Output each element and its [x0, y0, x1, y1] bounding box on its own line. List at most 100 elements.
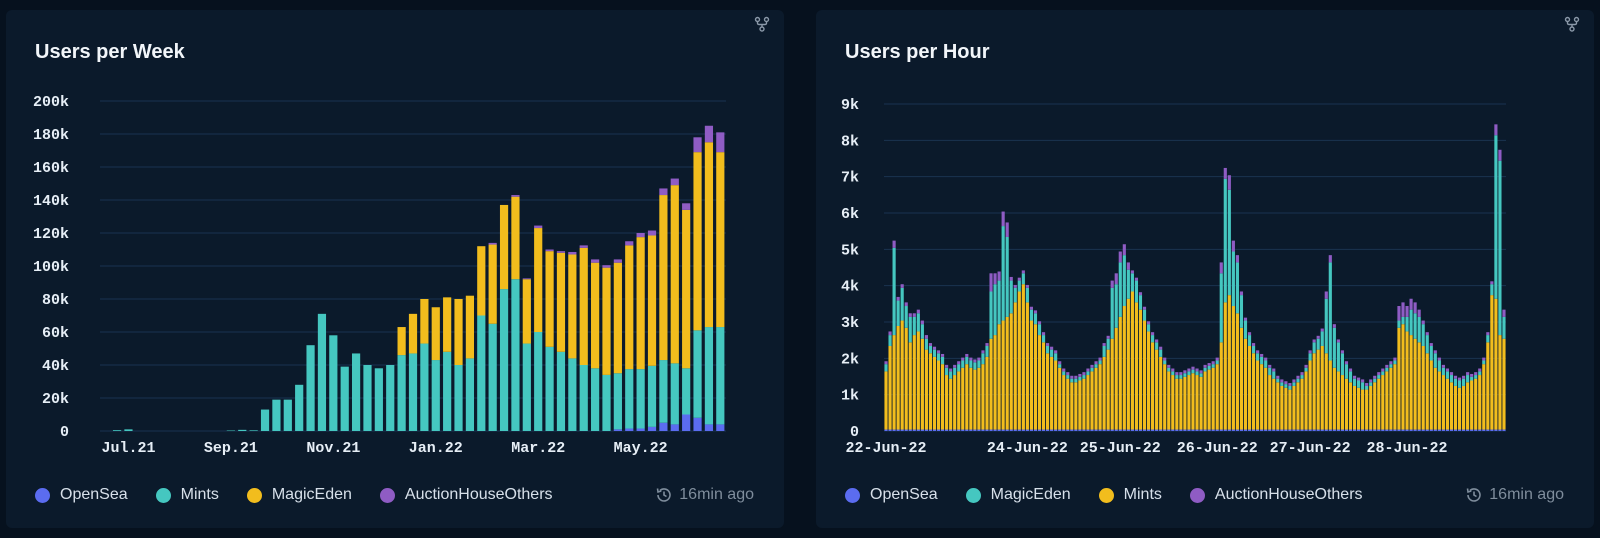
bar-segment-opensea: [1502, 429, 1506, 431]
legend-item-opensea[interactable]: OpenSea: [35, 486, 128, 504]
bar-segment-auctionhouseothers: [1453, 375, 1458, 379]
bar-segment-auctionhouseothers: [1340, 350, 1344, 354]
x-tick-label: 25-Jun-22: [1080, 440, 1161, 457]
bar-segment-magiceden: [1094, 367, 1098, 430]
bar-segment-magiceden: [625, 245, 634, 370]
bar-segment-mints: [1175, 375, 1179, 379]
legend-item-mints[interactable]: Mints: [155, 486, 219, 504]
bar-segment-magiceden: [613, 262, 622, 374]
bar-segment-mints: [1130, 273, 1134, 292]
bar-segment-auctionhouseothers: [1405, 306, 1409, 317]
bar-segment-opensea: [1308, 429, 1312, 431]
legend-item-auctionhouseothers[interactable]: AuctionHouseOthers: [1189, 486, 1363, 504]
bar-segment-magiceden: [1062, 375, 1066, 430]
bar-segment-auctionhouseothers: [1498, 149, 1502, 161]
bar-segment-auctionhouseothers: [1486, 332, 1490, 336]
bar-segment-mints: [1195, 371, 1199, 376]
bar-segment-magiceden: [1482, 364, 1486, 430]
bar-segment-mints: [340, 366, 349, 431]
bar-segment-mints: [1336, 342, 1340, 372]
bar-segment-magiceden: [1256, 360, 1260, 430]
bar-segment-opensea: [1405, 429, 1409, 431]
bar-segment-auctionhouseothers: [1114, 273, 1118, 285]
fork-icon[interactable]: [754, 16, 770, 32]
bar-segment-opensea: [1429, 429, 1433, 431]
bar-segment-auctionhouseothers: [1227, 175, 1231, 190]
bar-segment-mints: [1320, 331, 1324, 346]
bar-segment-opensea: [989, 429, 993, 431]
bar-segment-auctionhouseothers: [1373, 375, 1377, 379]
bar-segment-mints: [511, 279, 520, 431]
legend-item-mints[interactable]: Mints: [1098, 486, 1162, 504]
bar-segment-mints: [1413, 313, 1417, 339]
bar-segment-mints: [1361, 382, 1365, 390]
bar-segment-magiceden: [1449, 382, 1454, 430]
bar-segment-mints: [1025, 287, 1029, 303]
bar-segment-opensea: [969, 429, 973, 431]
bar-segment-mints: [1437, 360, 1441, 372]
bar-segment-magiceden: [1223, 302, 1227, 430]
bar-segment-mints: [1058, 364, 1062, 368]
bar-segment-mints: [647, 365, 657, 427]
bar-segment-opensea: [1316, 429, 1320, 431]
bar-segment-opensea: [1183, 429, 1187, 431]
bar-segment-mints: [226, 430, 235, 432]
bar-segment-mints: [1219, 273, 1223, 343]
last-updated[interactable]: 16min ago: [1465, 486, 1564, 504]
bar-segment-mints: [1385, 367, 1389, 372]
bar-segment-auctionhouseothers: [1316, 335, 1320, 339]
chart-legend: OpenSea MagicEden Mints AuctionHouseOthe…: [845, 486, 1391, 504]
bar-segment-magiceden: [397, 327, 406, 356]
y-tick-label: 200k: [33, 94, 69, 111]
bar-segment-mints: [1272, 371, 1276, 379]
bar-segment-auctionhouseothers: [1300, 372, 1304, 376]
bar-segment-magiceden: [1474, 378, 1478, 430]
bar-segment-auctionhouseothers: [1292, 379, 1296, 383]
legend-item-auctionhouseothers[interactable]: AuctionHouseOthers: [379, 486, 553, 504]
bar-segment-magiceden: [693, 152, 702, 331]
bar-segment-mints: [1207, 365, 1211, 370]
bar-segment-auctionhouseothers: [1466, 372, 1470, 376]
legend-item-magiceden[interactable]: MagicEden: [246, 486, 352, 504]
bar-segment-mints: [1308, 353, 1312, 361]
bar-segment-magiceden: [659, 195, 668, 361]
bar-segment-opensea: [1474, 429, 1478, 431]
bar-segment-auctionhouseothers: [545, 249, 554, 252]
legend-item-opensea[interactable]: OpenSea: [845, 486, 938, 504]
bar-segment-magiceden: [1183, 376, 1187, 430]
legend-label: MagicEden: [990, 486, 1071, 503]
bar-segment-auctionhouseothers: [1369, 379, 1373, 383]
bar-segment-auctionhouseothers: [949, 368, 953, 372]
bar-segment-auctionhouseothers: [1134, 277, 1139, 281]
bar-segment-mints: [1114, 284, 1118, 328]
bar-segment-magiceden: [670, 185, 679, 364]
bar-segment-opensea: [1078, 429, 1082, 431]
x-tick-label: 27-Jun-22: [1270, 440, 1351, 457]
last-updated[interactable]: 16min ago: [655, 486, 754, 504]
bar-segment-opensea: [1017, 429, 1021, 431]
updated-text: 16min ago: [679, 486, 754, 503]
bar-segment-magiceden: [1175, 378, 1179, 430]
bar-segment-magiceden: [1478, 375, 1482, 430]
bar-segment-magiceden: [511, 196, 520, 280]
bar-segment-opensea: [1062, 429, 1066, 431]
bar-segment-mints: [124, 429, 133, 431]
bar-segment-magiceden: [1041, 342, 1046, 430]
bar-segment-opensea: [1304, 429, 1308, 431]
bar-segment-opensea: [1151, 429, 1155, 431]
bar-segment-magiceden: [1098, 364, 1102, 430]
bar-segment-mints: [1009, 280, 1013, 314]
bar-segment-opensea: [647, 426, 657, 431]
legend-swatch: [1189, 487, 1205, 503]
bar-segment-mints: [1344, 364, 1349, 379]
bar-segment-magiceden: [1134, 302, 1139, 430]
bar-segment-opensea: [1433, 429, 1437, 431]
bar-segment-mints: [477, 315, 486, 431]
legend-item-magiceden[interactable]: MagicEden: [965, 486, 1071, 504]
bar-segment-opensea: [1357, 429, 1361, 431]
bar-segment-mints: [1142, 309, 1147, 321]
bar-segment-magiceden: [1167, 371, 1171, 430]
bar-segment-opensea: [1462, 429, 1466, 431]
bar-segment-mints: [1126, 269, 1130, 299]
fork-icon[interactable]: [1564, 16, 1580, 32]
